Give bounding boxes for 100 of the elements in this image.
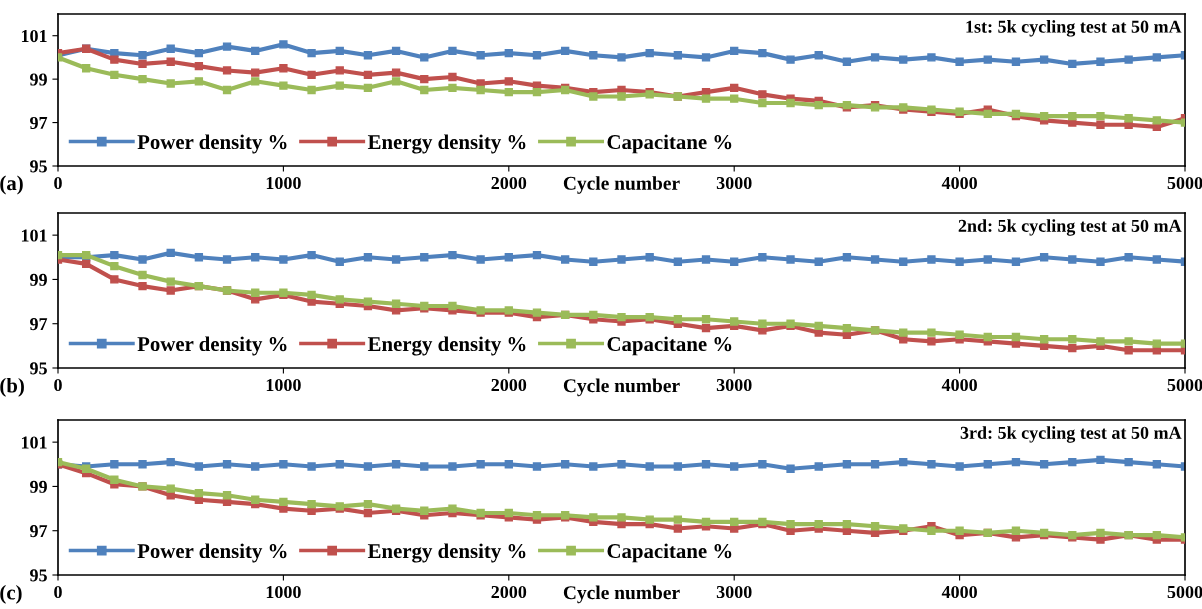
point (448, 250, 457, 260)
point (335, 295, 344, 304)
point (1039, 55, 1049, 64)
point (335, 257, 344, 266)
point (279, 40, 288, 49)
x-tick-label: 1000 (266, 378, 301, 392)
point (758, 319, 767, 328)
legend-label: Capacitane % (607, 134, 732, 154)
point (983, 55, 992, 64)
point (307, 70, 316, 79)
point (560, 46, 570, 56)
point (927, 328, 936, 337)
point (448, 504, 457, 513)
point (1068, 255, 1077, 264)
point (955, 526, 964, 535)
point (363, 462, 373, 471)
point (222, 42, 232, 51)
point (842, 57, 852, 66)
point (532, 88, 542, 97)
point (955, 257, 964, 266)
point (673, 51, 683, 60)
point (1124, 346, 1133, 355)
point (617, 460, 626, 469)
point (1152, 116, 1161, 125)
point (391, 46, 401, 56)
point (870, 53, 880, 62)
point (983, 109, 992, 119)
point (504, 48, 513, 58)
legend-label: Power density % (137, 543, 287, 563)
point (476, 85, 485, 95)
point (307, 48, 316, 58)
point (589, 51, 598, 60)
point (532, 462, 542, 471)
point (504, 77, 513, 86)
point (786, 255, 795, 264)
point (1039, 460, 1049, 469)
legend-label: Energy density % (367, 134, 526, 154)
x-tick-label: 0 (54, 176, 62, 190)
point (420, 462, 429, 471)
point (110, 475, 119, 484)
point (1068, 59, 1077, 69)
point (194, 488, 204, 498)
point (589, 462, 598, 471)
text: (a) (0, 175, 23, 195)
point (927, 255, 936, 264)
point (110, 261, 119, 271)
point (1096, 57, 1105, 66)
y-tick-label: 97 (30, 318, 48, 331)
point (307, 85, 316, 95)
point (138, 59, 147, 69)
point (166, 457, 175, 467)
point (251, 68, 260, 77)
point (251, 253, 260, 262)
point (955, 57, 964, 66)
point (842, 253, 852, 262)
x-tick-label: 0 (54, 378, 62, 392)
point (1124, 457, 1133, 467)
text: (c) (0, 584, 22, 604)
point (927, 460, 936, 469)
x-tick-label: 3000 (716, 585, 752, 599)
point (307, 499, 316, 509)
point (701, 517, 711, 527)
point (307, 290, 316, 300)
chart-title: 3rd: 5k cycling test at 50 mA (960, 426, 1182, 443)
x-tick-label: 1000 (266, 585, 301, 599)
point (927, 337, 936, 346)
point (476, 460, 485, 469)
x-tick-label: 1000 (266, 176, 301, 190)
chart-title: 2nd: 5k cycling test at 50 mA (958, 219, 1182, 236)
point (758, 48, 767, 58)
point (814, 321, 823, 331)
point (110, 70, 119, 79)
point (504, 460, 513, 469)
legend-label: Capacitane % (607, 336, 732, 356)
point (758, 326, 767, 335)
point (138, 74, 147, 84)
x-tick-label: 2000 (491, 176, 527, 190)
y-tick-label: 99 (30, 73, 47, 86)
point (730, 317, 739, 326)
x-tick-label: 5000 (1167, 378, 1202, 392)
text: (b) (0, 377, 24, 397)
y-tick-label: 95 (30, 569, 47, 582)
point (532, 250, 542, 260)
point (363, 83, 373, 92)
point (814, 101, 823, 110)
point (363, 508, 373, 518)
point (391, 68, 401, 77)
point (251, 46, 260, 56)
point (166, 44, 175, 53)
point (560, 255, 570, 264)
point (1096, 535, 1105, 544)
point (391, 460, 401, 469)
point (1096, 337, 1105, 346)
point (166, 248, 175, 258)
point (1011, 457, 1021, 467)
point (870, 460, 880, 469)
point (166, 277, 175, 286)
point (194, 77, 204, 86)
point (899, 328, 908, 337)
point (532, 308, 542, 317)
